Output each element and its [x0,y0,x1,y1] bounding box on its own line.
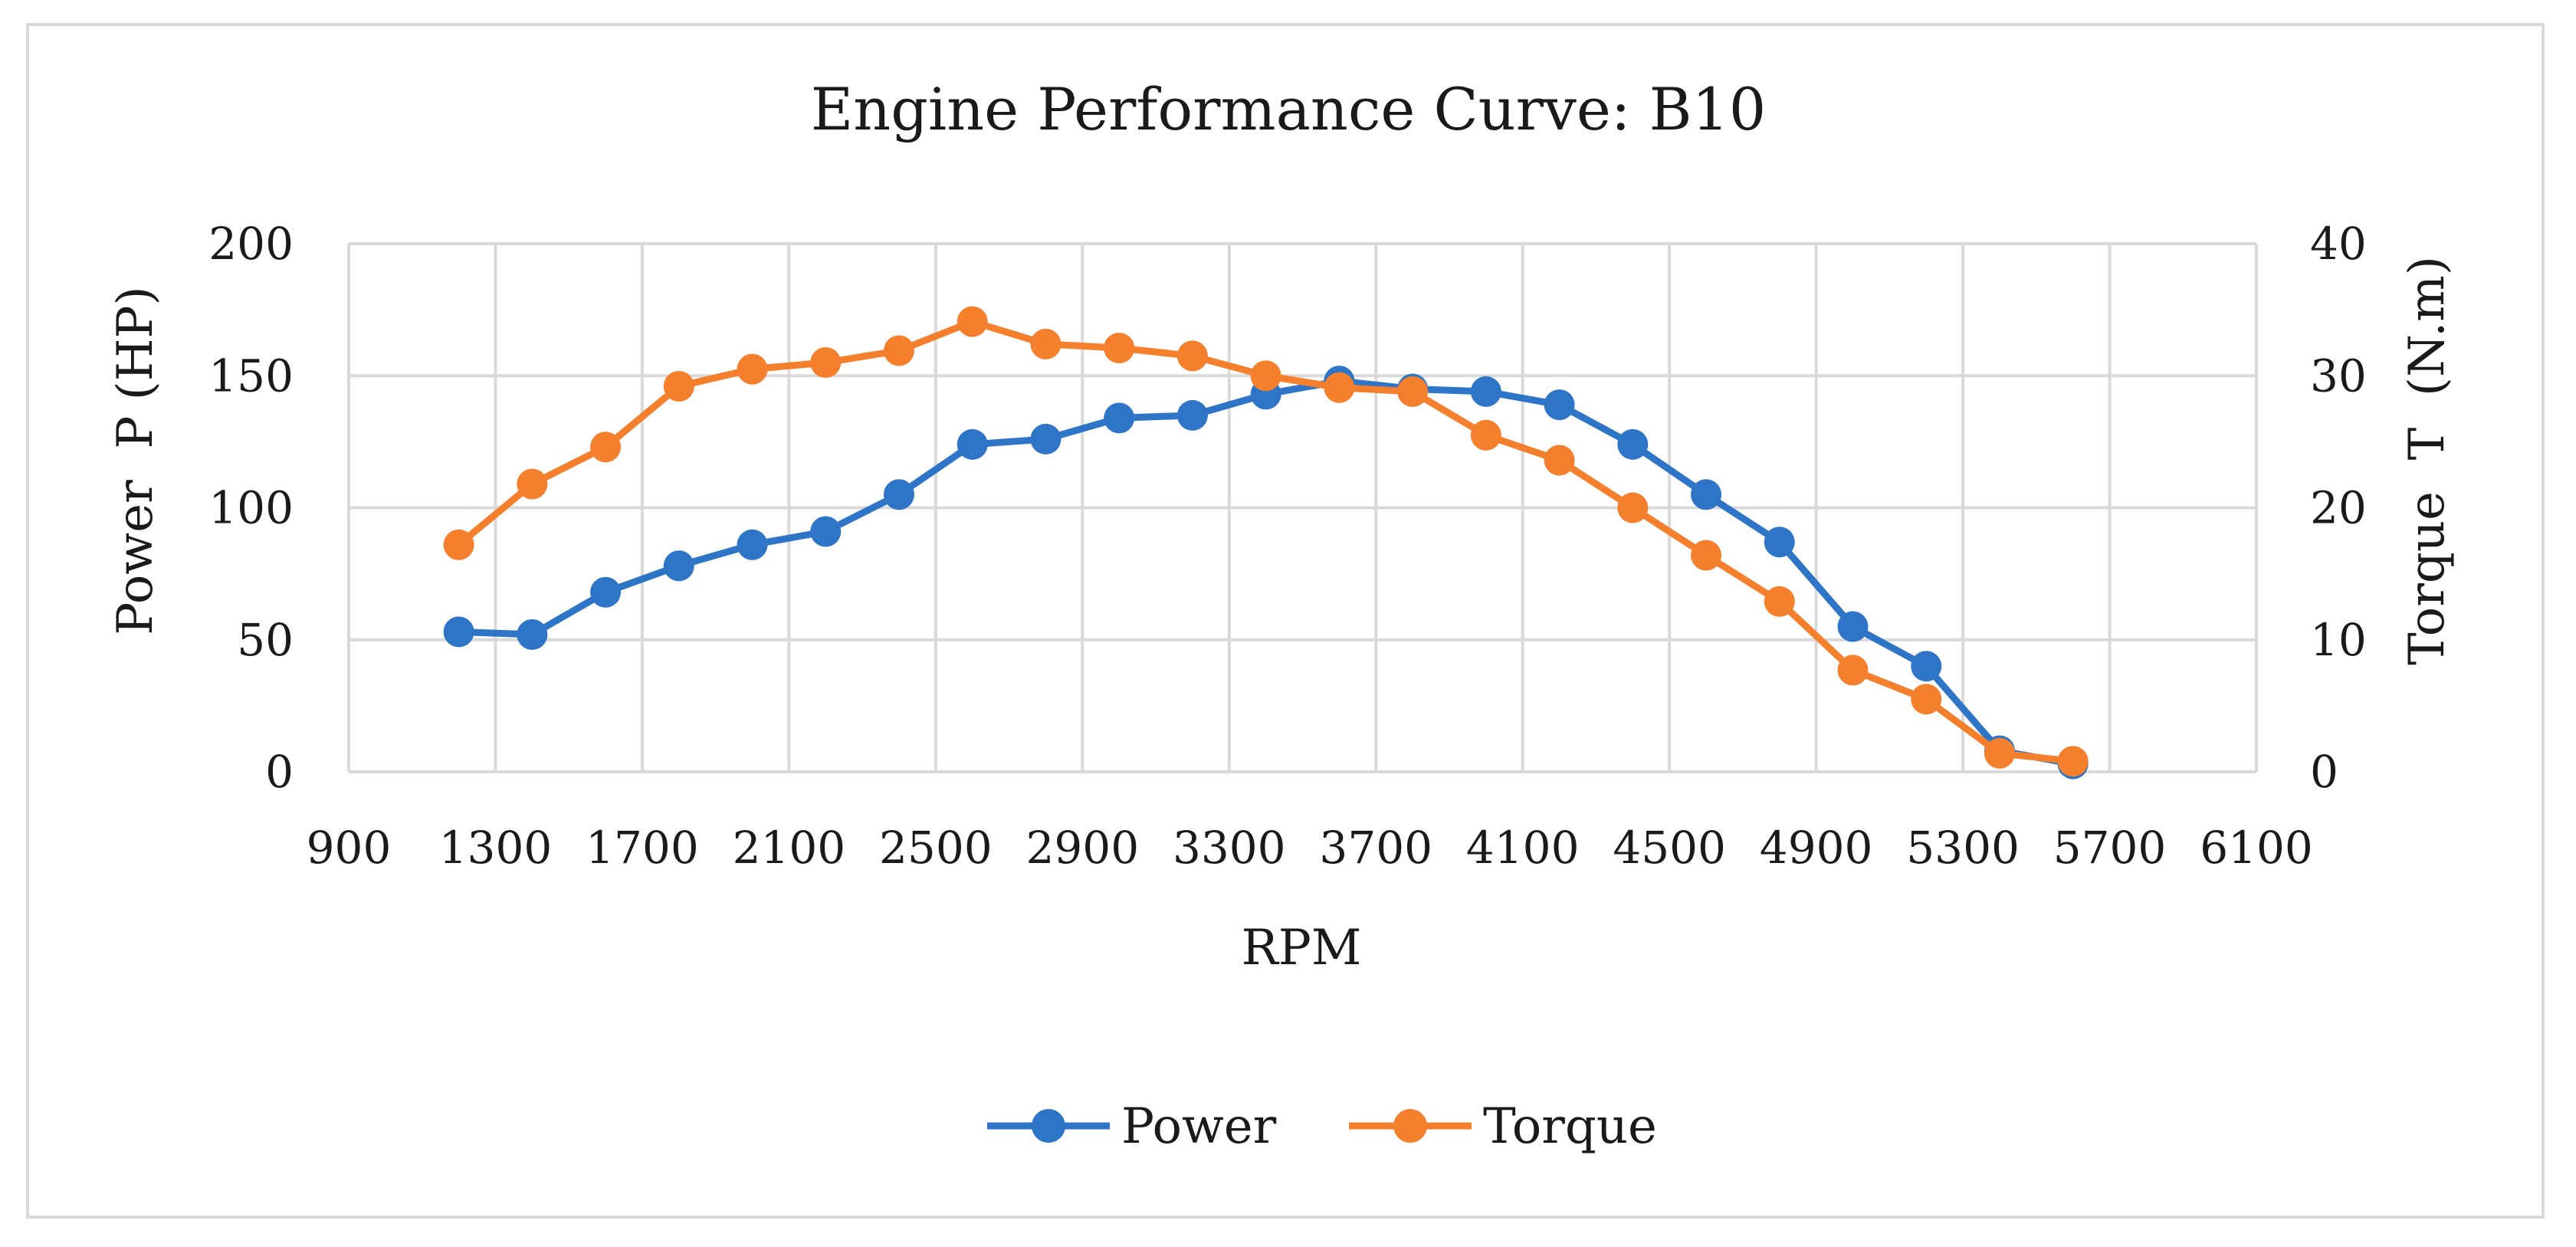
torque-data-point [1397,376,1429,407]
chart-frame: Engine Performance Curve: B10 900 1300 170… [26,23,2545,1219]
grid-layer [347,242,2258,773]
legend-power-label: Power [1121,1098,1277,1155]
chart-svg: Engine Performance Curve: B10 900 1300 170… [107,75,2456,1155]
power-data-point [957,428,988,460]
torque-data-point [1104,333,1135,364]
x-tick-label: 4100 [1466,822,1580,874]
x-tick-label: 2500 [879,822,993,874]
torque-data-point [1984,737,2015,769]
legend: Power Torque [987,1098,1657,1155]
y2-tick-label: 0 [2310,746,2338,798]
power-data-point [443,616,474,648]
x-tick-label: 1300 [439,822,553,874]
torque-data-point [1324,372,1355,403]
power-data-point [1764,527,1795,558]
power-data-point [663,550,694,582]
x-tick-label: 5700 [2053,822,2167,874]
power-data-point [810,516,842,547]
x-tick-label: 3700 [1319,822,1432,874]
torque-data-point [1470,419,1501,451]
torque-data-point [1030,328,1062,359]
torque-data-point [737,353,768,385]
x-tick-label: 4500 [1613,822,1726,874]
x-tick-label: 3300 [1173,822,1286,874]
x-tick-label: 2900 [1026,822,1140,874]
y-tick-label: 150 [208,349,294,402]
torque-data-point [517,468,548,500]
series-layer [443,306,2089,779]
y2-tick-label: 30 [2310,349,2367,402]
power-data-point [1104,402,1135,434]
torque-data-point [1617,492,1649,523]
legend-torque-marker [1393,1109,1427,1143]
power-data-point [1617,428,1649,460]
y-axis-label: Power P (HP) [107,286,164,635]
power-data-point [737,529,768,560]
y-tick-label: 100 [208,482,294,534]
x-tick-label: 1700 [586,822,699,874]
power-data-point [1544,389,1575,421]
torque-data-point [1176,340,1208,372]
torque-data-point [1250,360,1281,392]
torque-data-point [810,347,842,379]
torque-data-point [957,306,988,337]
torque-data-point [663,371,694,402]
y2-tick-label: 40 [2310,218,2367,270]
axis-layer: 900 1300 1700 2100 2500 2900 3300 3700 4100 4500 4… [208,218,2367,874]
x-tick-label: 4900 [1760,822,1873,874]
y-tick-label: 50 [237,614,294,666]
torque-data-point [590,432,622,463]
x-tick-label: 5300 [1906,822,2020,874]
legend-power-marker [1032,1109,1065,1143]
torque-data-point [1544,445,1575,476]
power-data-point [1911,651,1942,682]
torque-data-point [1691,540,1722,571]
power-data-point [883,479,914,510]
chart-title: Engine Performance Curve: B10 [811,75,1766,143]
power-data-point [1030,423,1062,454]
power-data-point [1691,479,1722,510]
legend-torque-label: Torque [1483,1098,1657,1155]
y2-tick-label: 10 [2310,614,2367,666]
torque-data-point [1764,586,1795,617]
power-data-point [590,576,622,608]
x-tick-label: 2100 [733,822,846,874]
y2-axis-label: Torque T (N.m) [2399,256,2456,665]
y2-tick-label: 20 [2310,482,2367,534]
x-tick-label: 6100 [2200,822,2313,874]
x-axis-label: RPM [1242,920,1362,976]
y-tick-label: 0 [265,746,294,798]
torque-data-point [443,529,474,560]
torque-data-point [883,335,914,366]
power-series-line [455,377,2077,768]
torque-data-point [1837,655,1869,686]
power-data-point [1470,376,1501,407]
torque-data-point [1911,684,1942,715]
x-tick-label: 900 [307,822,392,874]
torque-data-point [2057,746,2089,777]
power-data-point [517,619,548,650]
power-data-point [1837,611,1869,642]
y-tick-label: 200 [208,218,294,270]
power-data-point [1176,399,1208,431]
